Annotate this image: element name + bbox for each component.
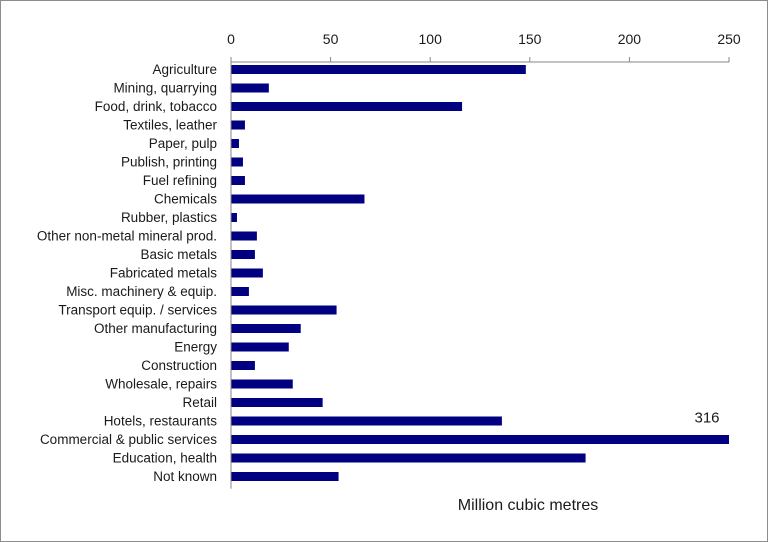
bar (231, 416, 502, 426)
bar (231, 324, 301, 333)
category-label: Transport equip. / services (58, 303, 217, 318)
category-label: Other manufacturing (94, 321, 217, 336)
category-label: Basic metals (140, 247, 217, 262)
x-axis-ticks: 0 50 100 150 200 250 (227, 31, 741, 62)
category-label: Publish, printing (121, 155, 217, 170)
data-label: 316 (694, 410, 719, 427)
bar (231, 472, 339, 481)
bar (231, 139, 239, 148)
bar (231, 194, 365, 204)
bar (231, 231, 257, 241)
bar (231, 287, 249, 296)
category-label: Not known (153, 469, 217, 484)
bar (231, 83, 269, 93)
bar (231, 157, 243, 167)
category-labels: Agriculture Mining, quarrying Food, drink,… (37, 62, 218, 484)
bar (231, 213, 237, 222)
category-label: Chemicals (154, 192, 217, 207)
bar (231, 176, 245, 185)
annotations: 316 (694, 410, 719, 427)
bar (231, 379, 293, 389)
bar (231, 453, 586, 463)
category-label: Retail (182, 395, 217, 410)
category-label: Education, health (113, 451, 217, 466)
category-label: Agriculture (152, 62, 217, 77)
x-axis-label: Million cubic metres (458, 497, 598, 514)
category-label: Commercial & public services (40, 432, 217, 447)
bars (231, 65, 729, 481)
category-label: Textiles, leather (123, 118, 217, 133)
category-label: Fabricated metals (110, 266, 218, 281)
category-label: Food, drink, tobacco (95, 99, 217, 114)
category-label: Misc. machinery & equip. (66, 284, 217, 299)
x-tick-label: 150 (518, 31, 542, 47)
bar (231, 398, 323, 407)
category-label: Energy (174, 340, 217, 355)
axes (230, 61, 729, 489)
x-tick-label: 200 (618, 31, 642, 47)
x-tick-label: 0 (227, 31, 235, 47)
category-label: Rubber, plastics (121, 210, 217, 225)
category-label: Paper, pulp (149, 136, 217, 151)
bar (231, 250, 255, 259)
category-label: Fuel refining (143, 173, 217, 188)
category-label: Hotels, restaurants (104, 414, 218, 429)
x-tick-label: 250 (717, 31, 741, 47)
bar (231, 342, 289, 352)
category-label: Other non-metal mineral prod. (37, 229, 217, 244)
category-label: Wholesale, repairs (105, 377, 217, 392)
bar (231, 65, 526, 74)
bar (231, 305, 337, 315)
x-tick-label: 50 (323, 31, 339, 47)
category-label: Construction (141, 358, 217, 373)
x-tick-label: 100 (419, 31, 443, 47)
bar (231, 361, 255, 370)
bar (231, 435, 729, 444)
bar (231, 102, 463, 111)
category-label: Mining, quarrying (113, 81, 217, 96)
bar (231, 268, 263, 278)
bar (231, 120, 245, 130)
